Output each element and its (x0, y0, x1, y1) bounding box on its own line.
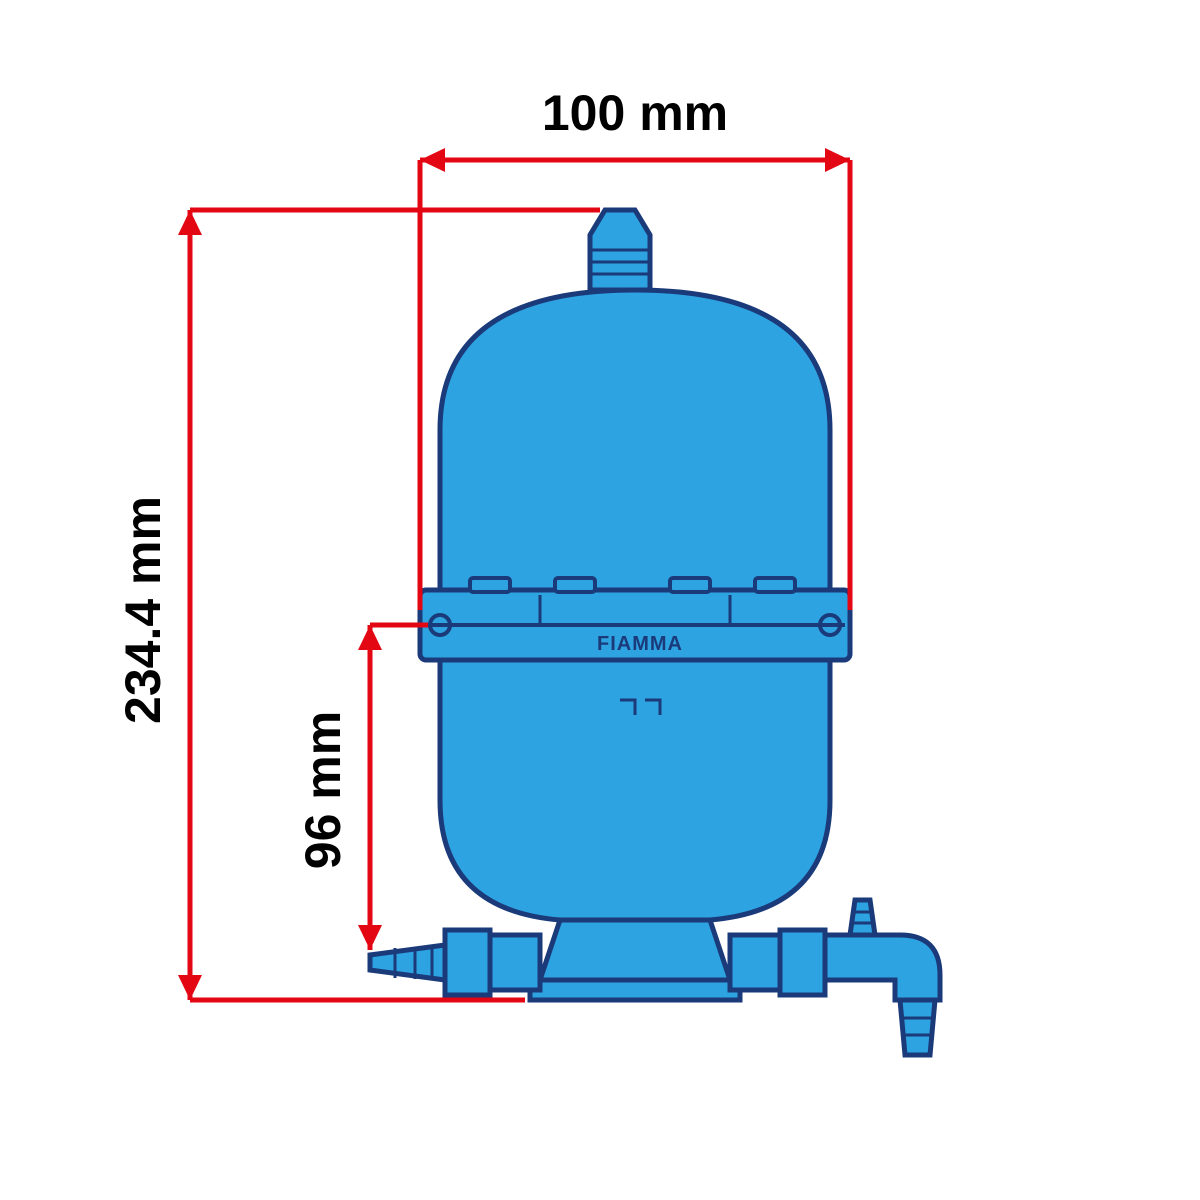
flange-band: FIAMMA (420, 578, 850, 660)
dimension-total-height-label: 234.4 mm (115, 496, 171, 724)
vessel-object: FIAMMA (370, 210, 940, 1055)
left-fitting (370, 930, 540, 995)
base-pedestal (540, 920, 730, 980)
dimension-lower-height-label: 96 mm (295, 711, 351, 869)
dimension-width-label: 100 mm (542, 85, 728, 141)
dimension-lower-height: 96 mm (295, 625, 428, 950)
dimension-diagram: FIAMMA (0, 0, 1200, 1200)
upper-dome (440, 290, 830, 590)
brand-label: FIAMMA (597, 633, 683, 655)
right-fitting (730, 900, 940, 1055)
